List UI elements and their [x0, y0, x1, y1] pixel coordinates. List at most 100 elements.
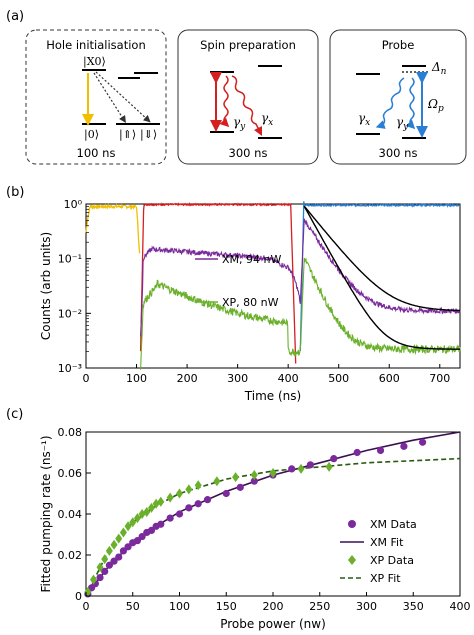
xp-data-point: [119, 527, 127, 538]
xp-data-point: [232, 472, 240, 483]
chart-c-xtick-label: 50: [126, 600, 140, 613]
xm-data-point: [96, 573, 104, 582]
box1-title: Hole initialisation: [46, 38, 146, 52]
box3-gamma-y: γy: [396, 115, 409, 132]
xp-data-point: [157, 496, 165, 507]
chart-b-xtick-label: 400: [278, 372, 299, 385]
xp-data-point: [194, 480, 202, 491]
box3-delta: Δn: [431, 60, 447, 77]
box1-time: 100 ns: [77, 146, 116, 160]
chart-c-ytick-label: 0.02: [58, 549, 83, 562]
chart-b-xlabel: Time (ns): [244, 389, 301, 403]
legend-xm-fit: XM Fit: [370, 536, 404, 549]
chart-c-xtick-label: 350: [403, 600, 424, 613]
xm-data-point: [419, 438, 427, 446]
chart-b-xtick-label: 200: [177, 372, 198, 385]
chart-b-xtick-label: 700: [429, 372, 450, 385]
hole-initialisation-box: Hole initialisation |X0⟩ |0⟩ |⇑⟩ |⇓⟩ 100…: [25, 29, 167, 165]
box2-title: Spin preparation: [200, 38, 296, 52]
xm-data-point: [194, 500, 202, 508]
xm-data-point: [250, 477, 258, 485]
box2-time: 300 ns: [229, 146, 268, 160]
xp-data-point: [129, 517, 137, 528]
panel-label-c: (c): [6, 407, 23, 422]
xp-data-point: [147, 502, 155, 513]
chart-b-frame: [85, 203, 461, 369]
chart-c-ytick-label: 0.08: [58, 426, 83, 439]
chart-b-xtick-label: 300: [227, 372, 248, 385]
chart-b-xtick-label: 500: [328, 372, 349, 385]
panel-label-a: (a): [6, 9, 24, 24]
xp-data-point: [101, 554, 109, 565]
chart-b-ytick-label: 10⁻¹: [58, 253, 82, 266]
xm-data-point: [376, 446, 385, 455]
chart-c-xtick-label: 100: [169, 600, 190, 613]
xp-data-point: [269, 468, 277, 478]
xm-data-point: [119, 547, 127, 555]
xp-data-point: [297, 463, 305, 474]
chart-c-xtick-label: 250: [309, 600, 330, 613]
box2-gamma-x: γx: [261, 111, 273, 128]
xp-data-point: [96, 562, 104, 573]
chart-c-xtick-label: 200: [263, 600, 284, 613]
level-x0-label: |X0⟩: [83, 55, 106, 69]
xm-data-point: [115, 553, 123, 561]
xp-data-point: [89, 574, 97, 585]
xp-data-point: [110, 539, 118, 550]
level-up-label: |⇑⟩: [119, 128, 136, 142]
xm-data-point: [222, 489, 230, 498]
pumping-rate-chart: 0 50 100 150 200 250 300 350 400 0 0.02 0.04 0.06 0.0…: [39, 426, 471, 631]
xm-data-point: [353, 448, 361, 457]
annotation-xm: XM, 94 nW: [222, 253, 281, 266]
chart-b-ytick-label: 10⁻³: [58, 362, 82, 375]
level-down-label: |⇓⟩: [140, 128, 157, 142]
chart-b-xtick-label: 600: [379, 372, 400, 385]
box3-gamma-x: γx: [358, 111, 370, 128]
trace-yellow: [85, 202, 141, 254]
xp-data-point: [213, 476, 221, 487]
xm-data-point: [101, 567, 109, 576]
chart-c-xtick-label: 150: [216, 600, 237, 613]
legend-xp-data-marker: [348, 555, 356, 565]
xp-data-point: [166, 492, 174, 503]
chart-c-ytick-label: 0.04: [58, 508, 83, 521]
spin-preparation-box: Spin preparation γy γx 300 ns: [177, 29, 319, 165]
xp-data-point: [115, 533, 123, 544]
chart-c-ylabel: Fitted pumping rate (ns⁻¹): [39, 435, 53, 592]
xm-data-point: [306, 461, 314, 469]
legend-xp-fit: XP Fit: [370, 572, 401, 585]
xp-data-point: [176, 488, 183, 499]
xm-data-point: [185, 504, 193, 512]
fit-xm-decay: [303, 205, 460, 312]
xm-data-point: [330, 455, 338, 463]
box2-gamma-y: γy: [233, 115, 246, 132]
xm-data-point: [175, 510, 184, 518]
chart-c-xtick-label: 300: [356, 600, 377, 613]
xm-data-point: [157, 520, 165, 528]
legend-xm-data-marker: [348, 520, 356, 528]
legend-xp-data: XP Data: [370, 554, 414, 567]
xm-data-point: [288, 465, 296, 473]
legend-xm-data: XM Data: [370, 518, 417, 531]
xm-data-point: [236, 483, 244, 491]
chart-c-legend: XM Data XM Fit XP Data XP Fit: [340, 518, 417, 585]
xm-data-point: [110, 557, 118, 565]
box3-time: 300 ns: [379, 146, 418, 160]
series-xm: [140, 218, 461, 337]
xp-data-point: [133, 513, 141, 524]
chart-c-ytick-label: 0: [75, 590, 82, 603]
xm-data-point: [138, 532, 146, 541]
chart-b-ytick-label: 10⁰: [64, 198, 83, 211]
xm-data-point: [105, 561, 113, 569]
probe-box: Probe Δn γx γy Ωp 300 ns: [329, 29, 467, 165]
chart-b-xtick-label: 0: [83, 372, 90, 385]
series-xp: [140, 257, 461, 370]
chart-c-xtick-label: 0: [83, 600, 90, 613]
xp-data-point: [325, 461, 333, 472]
chart-b-xtick-label: 100: [126, 372, 147, 385]
chart-c-ytick-label: 0.06: [58, 467, 83, 480]
trace-red: [139, 202, 297, 364]
level-0-label: |0⟩: [84, 128, 99, 142]
xm-data-point: [400, 442, 408, 450]
chart-b-ylabel: Counts (arb units): [39, 232, 53, 340]
